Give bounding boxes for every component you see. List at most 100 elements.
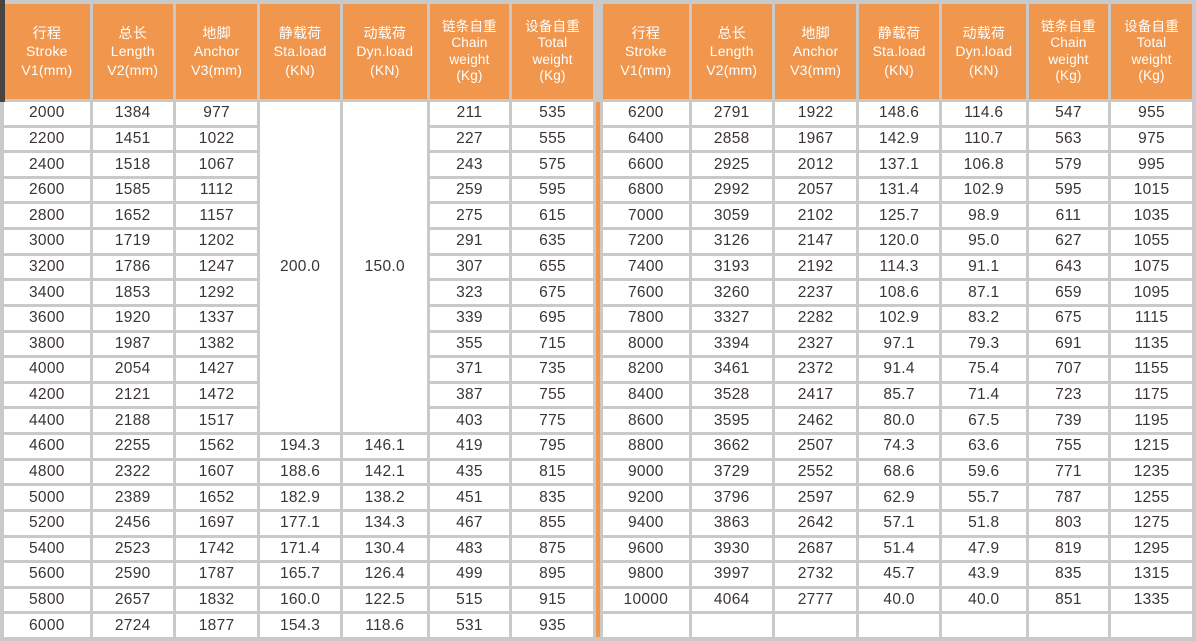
table-cell-chain-weight: 579 — [1028, 153, 1109, 176]
table-cell-length: 2791 — [691, 102, 772, 125]
table-cell-chain-weight — [1028, 614, 1109, 637]
table-cell-static-load: 68.6 — [859, 460, 939, 484]
table-cell-total-weight — [1111, 614, 1192, 637]
table-cell-anchor: 2102 — [774, 204, 857, 228]
table-cell-anchor: 1967 — [774, 127, 857, 151]
table-cell-chain-weight: 803 — [1028, 511, 1109, 535]
table-cell-static-load: 85.7 — [859, 383, 939, 407]
table-cell-total-weight: 895 — [512, 563, 593, 586]
table-cell-stroke: 9400 — [603, 511, 689, 535]
table-cell-chain-weight: 755 — [1028, 435, 1109, 458]
table-cell-length: 3126 — [691, 230, 772, 253]
table-cell-stroke: 10000 — [603, 588, 689, 612]
column-header-line: Total — [537, 35, 568, 51]
table-cell-stroke: 9000 — [603, 460, 689, 484]
table-cell-dynamic-load: 91.1 — [941, 255, 1026, 279]
column-header-length: 总长 Length V2(mm) — [92, 4, 173, 99]
table-cell-total-weight: 775 — [512, 409, 593, 433]
column-header-line: 行程 — [631, 24, 661, 41]
table-cell-stroke: 5600 — [4, 563, 90, 586]
column-header-line: 地脚 — [801, 24, 830, 41]
column-header-line: Length — [709, 43, 754, 60]
column-header-static-load: 静载荷 Sta.load (KN) — [260, 4, 340, 99]
table-cell-stroke: 6600 — [603, 153, 689, 176]
column-header-line: 设备自重 — [525, 18, 580, 34]
table-cell-length: 2456 — [92, 511, 173, 535]
table-cell-stroke: 5200 — [4, 511, 90, 535]
table-cell-length: 1786 — [92, 255, 173, 279]
table-cell-anchor: 1472 — [175, 383, 258, 407]
table-cell-static-load: 114.3 — [859, 255, 939, 279]
table-cell-dynamic-load: 40.0 — [941, 588, 1026, 612]
table-cell-length: 2724 — [92, 614, 173, 637]
table-cell-stroke: 6800 — [603, 178, 689, 202]
table-cell-length: 2188 — [92, 409, 173, 433]
table-cell-length: 3930 — [691, 537, 772, 561]
table-cell-stroke: 9800 — [603, 563, 689, 586]
table-cell-stroke — [603, 614, 689, 637]
table-cell-stroke: 3200 — [4, 255, 90, 279]
table-cell-anchor: 1877 — [175, 614, 258, 637]
table-cell-chain-weight: 387 — [429, 383, 510, 407]
table-cell-total-weight: 755 — [512, 383, 593, 407]
table-cell-anchor: 2417 — [774, 383, 857, 407]
table-cell-length: 1920 — [92, 306, 173, 330]
table-cell-total-weight: 1255 — [1111, 486, 1192, 509]
table-cell-total-weight: 1275 — [1111, 511, 1192, 535]
table-cell-anchor: 1022 — [175, 127, 258, 151]
table-cell-anchor: 2147 — [774, 230, 857, 253]
table-cell-dynamic-load: 114.6 — [941, 102, 1026, 125]
table-cell-static-load: 194.3 — [260, 435, 340, 458]
table-cell-static-load: 80.0 — [859, 409, 939, 433]
table-cell-stroke: 2800 — [4, 204, 90, 228]
table-cell-static-load: 120.0 — [859, 230, 939, 253]
table-cell-static-load: 102.9 — [859, 306, 939, 330]
table-cell-chain-weight: 211 — [429, 102, 510, 125]
table-cell-merged-static-load: 200.0 — [260, 102, 340, 433]
table-cell-chain-weight: 451 — [429, 486, 510, 509]
table-cell-chain-weight: 771 — [1028, 460, 1109, 484]
table-cell-anchor: 2057 — [774, 178, 857, 202]
column-header-line: (KN) — [369, 61, 400, 78]
column-header-line: 静载荷 — [877, 24, 921, 41]
table-cell-length: 2322 — [92, 460, 173, 484]
table-cell-chain-weight: 467 — [429, 511, 510, 535]
table-cell-anchor: 1742 — [175, 537, 258, 561]
table-cell-total-weight: 1215 — [1111, 435, 1192, 458]
table-cell-anchor: 1157 — [175, 204, 258, 228]
table-cell-dynamic-load: 83.2 — [941, 306, 1026, 330]
table-cell-anchor: 1787 — [175, 563, 258, 586]
table-cell-stroke: 3400 — [4, 281, 90, 304]
table-cell-length — [691, 614, 772, 637]
column-header-line: 总长 — [118, 24, 147, 41]
table-cell-length: 2925 — [691, 153, 772, 176]
table-cell-stroke: 5800 — [4, 588, 90, 612]
table-cell-dynamic-load: 106.8 — [941, 153, 1026, 176]
table-right: 行程 Stroke V1(mm) 总长 Length V2(mm) 地脚 Anchor V3(m… — [603, 4, 1192, 637]
table-cell-dynamic-load: 130.4 — [342, 537, 427, 561]
table-cell-anchor: 2012 — [774, 153, 857, 176]
column-header-chain-weight: 链条自重 Chain weight (Kg) — [429, 4, 510, 99]
table-cell-chain-weight: 499 — [429, 563, 510, 586]
table-cell-anchor: 2597 — [774, 486, 857, 509]
table-cell-merged-dynamic-load: 150.0 — [342, 102, 427, 433]
table-cell-dynamic-load: 146.1 — [342, 435, 427, 458]
column-header-line: V3(mm) — [790, 61, 842, 78]
column-header-line: Sta.load — [872, 43, 926, 60]
table-cell-length: 3662 — [691, 435, 772, 458]
table-cell-chain-weight: 819 — [1028, 537, 1109, 561]
table-cell-length: 2590 — [92, 563, 173, 586]
table-cell-anchor: 1652 — [175, 486, 258, 509]
table-cell-dynamic-load: 55.7 — [941, 486, 1026, 509]
column-header-line: (Kg) — [1055, 67, 1082, 83]
column-header-line: Chain — [451, 35, 488, 51]
table-cell-stroke: 3000 — [4, 230, 90, 253]
table-cell-anchor: 1922 — [774, 102, 857, 125]
table-cell-static-load: 182.9 — [260, 486, 340, 509]
table-cell-length: 2992 — [691, 178, 772, 202]
scan-corner-artifact — [0, 0, 5, 102]
table-cell-chain-weight: 483 — [429, 537, 510, 561]
table-cell-chain-weight: 707 — [1028, 358, 1109, 381]
table-cell-length: 3997 — [691, 563, 772, 586]
table-cell-total-weight: 1235 — [1111, 460, 1192, 484]
